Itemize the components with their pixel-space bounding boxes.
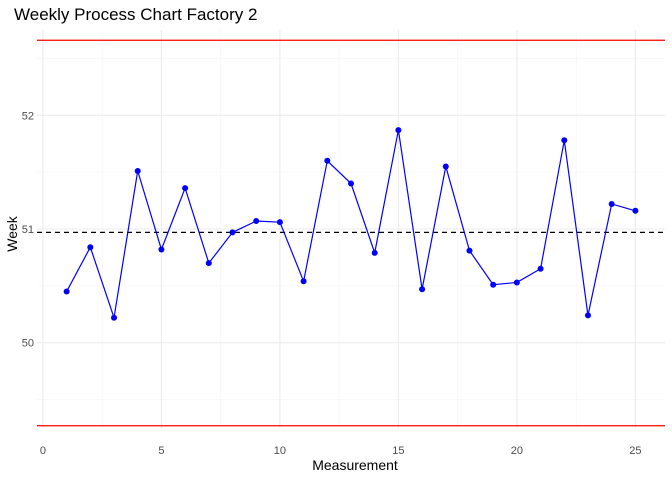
data-point bbox=[229, 229, 236, 236]
data-point bbox=[253, 218, 260, 225]
data-point bbox=[134, 168, 141, 175]
y-tick-label: 50 bbox=[22, 338, 34, 350]
data-series bbox=[63, 127, 639, 321]
data-point bbox=[513, 279, 520, 286]
data-point bbox=[584, 312, 591, 319]
data-point bbox=[276, 219, 283, 226]
data-point bbox=[63, 288, 70, 295]
data-point bbox=[348, 180, 354, 187]
x-tick-label: 5 bbox=[158, 445, 164, 457]
x-tick-label: 0 bbox=[40, 445, 46, 457]
data-point bbox=[87, 244, 94, 251]
data-point bbox=[300, 278, 307, 285]
reference-lines bbox=[37, 39, 665, 427]
y-axis-title: Week bbox=[4, 215, 20, 252]
y-tick-label: 52 bbox=[22, 110, 34, 122]
data-point bbox=[111, 314, 118, 321]
data-point bbox=[608, 200, 615, 207]
data-point bbox=[490, 281, 497, 288]
data-point bbox=[371, 249, 378, 256]
y-tick-label: 51 bbox=[22, 224, 34, 236]
data-point bbox=[205, 260, 212, 267]
grid bbox=[37, 30, 665, 428]
tick-labels: 0 5 10 15 20 25 50 51 52 bbox=[22, 110, 642, 457]
x-tick-label: 10 bbox=[274, 445, 286, 457]
data-point bbox=[466, 247, 473, 254]
data-point bbox=[182, 185, 189, 192]
data-point bbox=[632, 207, 639, 214]
data-point bbox=[419, 286, 426, 293]
data-point bbox=[158, 246, 165, 253]
x-tick-label: 25 bbox=[629, 445, 641, 457]
x-axis-title: Measurement bbox=[312, 457, 398, 473]
data-point bbox=[324, 157, 331, 164]
data-point bbox=[537, 265, 544, 272]
x-tick-label: 15 bbox=[392, 445, 404, 457]
data-point bbox=[395, 127, 402, 134]
chart-title: Weekly Process Chart Factory 2 bbox=[14, 5, 257, 24]
x-tick-label: 20 bbox=[511, 445, 523, 457]
data-point bbox=[561, 137, 568, 144]
data-point bbox=[442, 163, 449, 170]
